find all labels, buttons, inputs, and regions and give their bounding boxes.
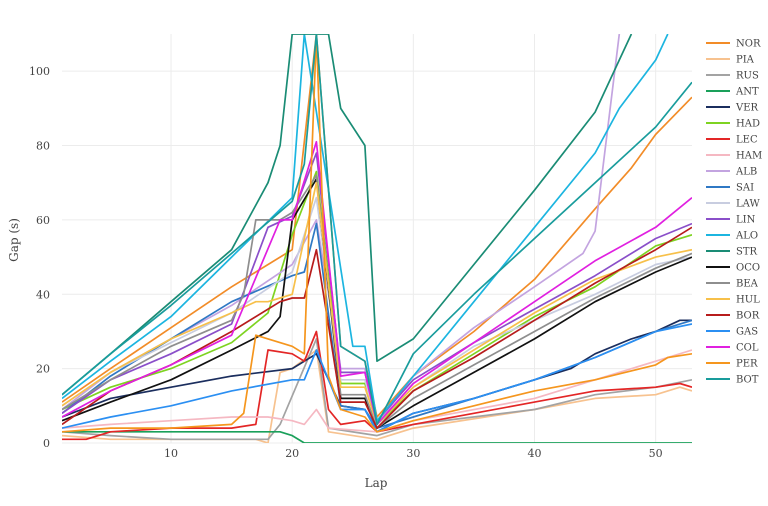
series-line-str — [62, 34, 633, 396]
series-line-rus — [62, 338, 692, 441]
legend-item-bor[interactable]: BOR — [706, 311, 760, 322]
ticks-layer: 0 20 40 60 80 100 10 20 30 40 50 — [29, 65, 663, 460]
legend-label: LIN — [736, 215, 756, 226]
y-axis-title: Gap (s) — [7, 218, 21, 262]
series-line-hul — [62, 181, 692, 426]
legend-item-oco[interactable]: OCO — [706, 263, 760, 274]
legend-label: NOR — [736, 39, 761, 50]
y-tick-label: 60 — [36, 214, 50, 227]
legend-label: BEA — [736, 279, 759, 290]
x-tick-label: 10 — [164, 447, 178, 460]
legend-item-str[interactable]: STR — [706, 247, 758, 258]
series-line-alb — [62, 34, 621, 426]
series-line-law — [62, 196, 692, 426]
legend-label: HAM — [736, 151, 762, 162]
legend-item-law[interactable]: LAW — [706, 199, 760, 210]
legend-label: ALB — [735, 167, 757, 178]
series-line-lec — [62, 330, 692, 441]
x-axis-title: Lap — [365, 476, 388, 490]
legend-label: SAI — [736, 183, 754, 194]
legend-item-nor[interactable]: NOR — [706, 39, 761, 50]
legend-label: HAD — [736, 119, 760, 130]
legend-label: COL — [736, 343, 759, 354]
series-line-per — [62, 34, 692, 433]
x-tick-label: 30 — [406, 447, 420, 460]
legend-item-bot[interactable]: BOT — [706, 375, 759, 386]
legend-item-alb[interactable]: ALB — [706, 167, 757, 178]
legend-item-col[interactable]: COL — [706, 343, 759, 354]
series-line-gas — [62, 323, 692, 433]
y-tick-label: 20 — [36, 363, 50, 376]
legend-item-alo[interactable]: ALO — [706, 231, 758, 242]
legend-label: ALO — [735, 231, 758, 242]
legend-item-gas[interactable]: GAS — [706, 327, 758, 338]
legend-item-pia[interactable]: PIA — [706, 55, 755, 66]
legend-label: LEC — [736, 135, 758, 146]
x-tick-label: 20 — [285, 447, 299, 460]
series-line-ant — [62, 430, 692, 443]
y-tick-label: 40 — [36, 288, 50, 301]
legend-item-per[interactable]: PER — [706, 359, 758, 370]
series-layer — [62, 34, 692, 443]
legend-item-ver[interactable]: VER — [706, 103, 759, 114]
legend-label: ANT — [735, 87, 759, 98]
series-line-bor — [62, 226, 692, 429]
legend-label: OCO — [736, 263, 760, 274]
legend-item-ant[interactable]: ANT — [706, 87, 759, 98]
legend-item-had[interactable]: HAD — [706, 119, 760, 130]
legend-label: VER — [735, 103, 759, 114]
legend-item-rus[interactable]: RUS — [706, 71, 759, 82]
series-line-lin — [62, 152, 692, 422]
legend-label: PIA — [736, 55, 755, 66]
x-tick-label: 40 — [528, 447, 542, 460]
y-tick-label: 0 — [43, 437, 50, 450]
legend-label: PER — [736, 359, 758, 370]
series-line-col — [62, 140, 692, 426]
legend-item-sai[interactable]: SAI — [706, 183, 754, 194]
legend-item-lec[interactable]: LEC — [706, 135, 758, 146]
legend-label: BOT — [736, 375, 759, 386]
y-tick-label: 100 — [29, 65, 50, 78]
series-line-bot — [62, 34, 692, 426]
legend-item-lin[interactable]: LIN — [706, 215, 756, 226]
legend-label: HUL — [736, 295, 760, 306]
legend-item-bea[interactable]: BEA — [706, 279, 759, 290]
legend-label: LAW — [736, 199, 760, 210]
series-line-ham — [62, 349, 692, 433]
legend-label: GAS — [736, 327, 758, 338]
x-tick-label: 50 — [649, 447, 663, 460]
y-tick-label: 80 — [36, 140, 50, 153]
legend-label: BOR — [736, 311, 760, 322]
legend-item-ham[interactable]: HAM — [706, 151, 762, 162]
legend-item-hul[interactable]: HUL — [706, 295, 760, 306]
series-line-alo — [62, 34, 669, 422]
grid-layer — [62, 34, 692, 444]
legend-label: RUS — [736, 71, 759, 82]
legend: NOR PIA RUS ANT VER HAD LEC HAM ALB SAI LAW LIN ALO S… — [706, 39, 762, 386]
legend-label: STR — [736, 247, 758, 258]
